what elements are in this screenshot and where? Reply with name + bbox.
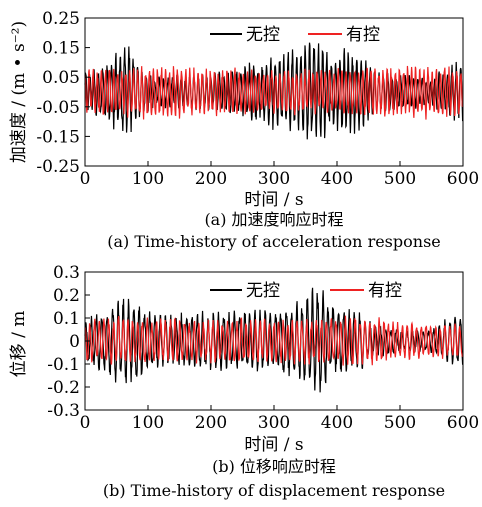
y-tick-label: 0.05 bbox=[42, 68, 80, 88]
panel-a-series bbox=[84, 42, 464, 140]
y-tick-label: 0.15 bbox=[42, 39, 80, 59]
x-tick-label: 400 bbox=[321, 169, 353, 189]
x-tick-label: 0 bbox=[80, 413, 91, 433]
panel-b-x-tick-labels: 0 100 200 300 400 500 600 bbox=[80, 413, 480, 433]
panel-a-legend: 无控 有控 bbox=[210, 25, 380, 45]
x-tick-label: 500 bbox=[384, 169, 416, 189]
x-tick-label: 100 bbox=[132, 413, 164, 433]
y-tick-label: -0.2 bbox=[47, 378, 80, 398]
series-line-controlled bbox=[84, 315, 464, 366]
x-tick-label: 600 bbox=[447, 413, 479, 433]
y-tick-label: -0.1 bbox=[47, 355, 80, 375]
panel-b-y-tick-labels: -0.3 -0.2 -0.1 0 0.1 0.2 0.3 bbox=[47, 263, 80, 421]
y-tick-label: 0 bbox=[69, 332, 80, 352]
panel-b-caption-cn: (b) 位移响应时程 bbox=[212, 457, 336, 476]
panel-a-x-tick-labels: 0 100 200 300 400 500 600 bbox=[80, 169, 480, 189]
panel-a-caption-en: (a) Time-history of acceleration respons… bbox=[107, 232, 441, 251]
panel-b-caption-en: (b) Time-history of displacement respons… bbox=[103, 481, 445, 500]
series-line-uncontrolled bbox=[84, 42, 464, 140]
panel-a-legend-controlled: 有控 bbox=[346, 25, 380, 45]
panel-b-tick-marks bbox=[84, 271, 464, 411]
x-tick-label: 100 bbox=[132, 169, 164, 189]
panel-b-series bbox=[84, 287, 464, 393]
panel-b-xlabel: 时间 / s bbox=[244, 435, 303, 455]
x-tick-label: 300 bbox=[258, 413, 290, 433]
y-tick-label: 0.25 bbox=[42, 9, 80, 29]
y-tick-label: 0.3 bbox=[53, 263, 80, 283]
panel-a-tick-marks bbox=[84, 17, 464, 167]
y-tick-label: -0.05 bbox=[36, 98, 80, 118]
x-tick-label: 300 bbox=[258, 169, 290, 189]
panel-b-ylabel: 位移 / m bbox=[9, 311, 29, 378]
panel-b: 位移 / m -0.3 -0.2 -0.1 0 0.1 0.2 0.3 0 100 200 300… bbox=[9, 263, 479, 500]
x-tick-label: 200 bbox=[195, 413, 227, 433]
x-tick-label: 600 bbox=[447, 169, 479, 189]
panel-a-caption-cn: (a) 加速度响应时程 bbox=[204, 210, 343, 229]
x-tick-label: 200 bbox=[195, 169, 227, 189]
y-tick-label: -0.15 bbox=[36, 127, 80, 147]
panel-a-ylabel: 加速度 / (m • s⁻²) bbox=[9, 21, 29, 163]
y-tick-label: -0.3 bbox=[47, 401, 80, 421]
series-line-controlled bbox=[84, 65, 464, 120]
x-tick-label: 0 bbox=[80, 169, 91, 189]
y-tick-label: 0.2 bbox=[53, 286, 80, 306]
panel-b-legend-controlled: 有控 bbox=[368, 281, 402, 301]
panel-a-legend-uncontrolled: 无控 bbox=[246, 25, 280, 45]
x-tick-label: 500 bbox=[384, 413, 416, 433]
panel-b-legend: 无控 有控 bbox=[210, 281, 402, 301]
panel-b-legend-uncontrolled: 无控 bbox=[246, 281, 280, 301]
panel-a-xlabel: 时间 / s bbox=[244, 190, 303, 210]
y-tick-label: 0.1 bbox=[53, 309, 80, 329]
x-tick-label: 400 bbox=[321, 413, 353, 433]
y-tick-label: -0.25 bbox=[36, 157, 80, 177]
panel-a-y-tick-labels: -0.25 -0.15 -0.05 0.05 0.15 0.25 bbox=[36, 9, 80, 177]
panel-a: 加速度 / (m • s⁻²) -0.25 -0.15 -0.05 0.05 0.15 0… bbox=[9, 9, 479, 251]
